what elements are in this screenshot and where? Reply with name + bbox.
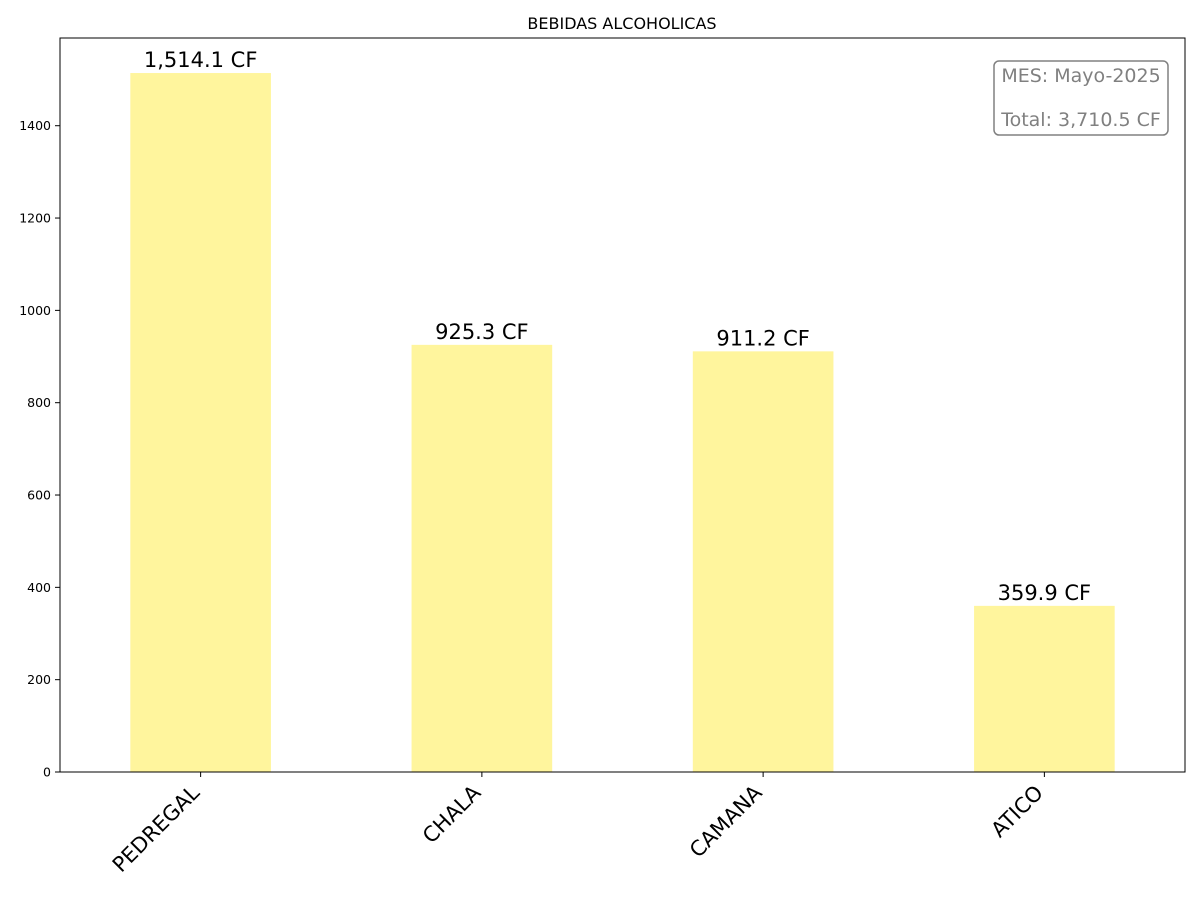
bar-chala (411, 344, 553, 772)
y-tick-label-400: 400 (27, 580, 51, 595)
y-tick-label-200: 200 (27, 672, 51, 687)
y-tick-label-1000: 1000 (19, 303, 51, 318)
annotation-box: MES: Mayo-2025 Total: 3,710.5 CF (993, 60, 1169, 136)
data-label-pedregal: 1,514.1 CF (144, 48, 258, 72)
y-tick-label-800: 800 (27, 395, 51, 410)
x-tick-label-atico: ATICO (986, 781, 1047, 842)
y-tick-label-1200: 1200 (19, 211, 51, 226)
chart-title: BEBIDAS ALCOHOLICAS (527, 14, 716, 33)
plot-frame (59, 37, 1186, 773)
x-tick-label-camana: CAMANA (685, 780, 767, 862)
y-tick-label-1400: 1400 (19, 118, 51, 133)
annotation-box-frame (993, 60, 1169, 136)
annotation-total: Total: 3,710.5 CF (1000, 109, 1161, 131)
bar-atico (974, 605, 1115, 772)
data-label-chala: 925.3 CF (435, 320, 529, 344)
annotation-month: MES: Mayo-2025 (1001, 65, 1160, 87)
data-label-atico: 359.9 CF (998, 581, 1092, 605)
bar-pedregal (130, 73, 271, 773)
x-tick-label-chala: CHALA (418, 780, 486, 848)
y-tick-label-600: 600 (27, 488, 51, 503)
x-tick-label-pedregal: PEDREGAL (108, 780, 205, 877)
bar-camana (692, 351, 834, 772)
data-label-camana: 911.2 CF (716, 326, 810, 350)
y-tick-label-0: 0 (43, 765, 51, 780)
